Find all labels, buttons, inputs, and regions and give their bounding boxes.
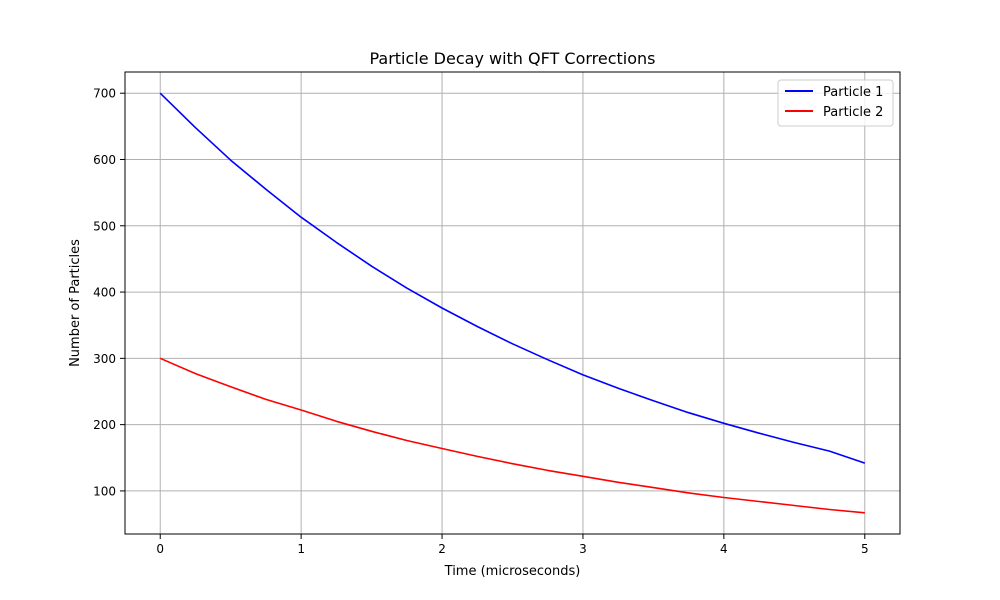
y-tick-label: 600 <box>93 153 116 167</box>
x-axis-label: Time (microseconds) <box>444 564 581 579</box>
grid-layer <box>125 72 900 534</box>
y-tick-label: 200 <box>93 418 116 432</box>
y-tick-label: 500 <box>93 219 116 233</box>
legend: Particle 1 Particle 2 <box>777 79 894 127</box>
ticks-layer: 0 1 2 3 4 5 100 200 300 400 500 600 700 <box>93 87 868 556</box>
x-tick-label: 0 <box>156 542 164 556</box>
x-tick-label: 1 <box>297 542 305 556</box>
series-line-particle-1 <box>159 92 866 464</box>
series-layer <box>159 92 866 514</box>
legend-label-particle-1: Particle 1 <box>823 85 883 100</box>
plot-area-frame <box>124 71 901 535</box>
x-tick-label: 2 <box>438 542 446 556</box>
x-tick-label: 5 <box>861 542 869 556</box>
y-tick-label: 700 <box>93 87 116 101</box>
y-axis-label: Number of Particles <box>68 239 83 367</box>
chart-title: Particle Decay with QFT Corrections <box>369 49 655 68</box>
y-tick-label: 400 <box>93 286 116 300</box>
y-tick-label: 100 <box>93 484 116 498</box>
series-line-particle-2 <box>159 357 865 514</box>
x-tick-label: 3 <box>579 542 587 556</box>
y-tick-label: 300 <box>93 352 116 366</box>
x-tick-label: 4 <box>720 542 728 556</box>
legend-label-particle-2: Particle 2 <box>823 105 883 120</box>
